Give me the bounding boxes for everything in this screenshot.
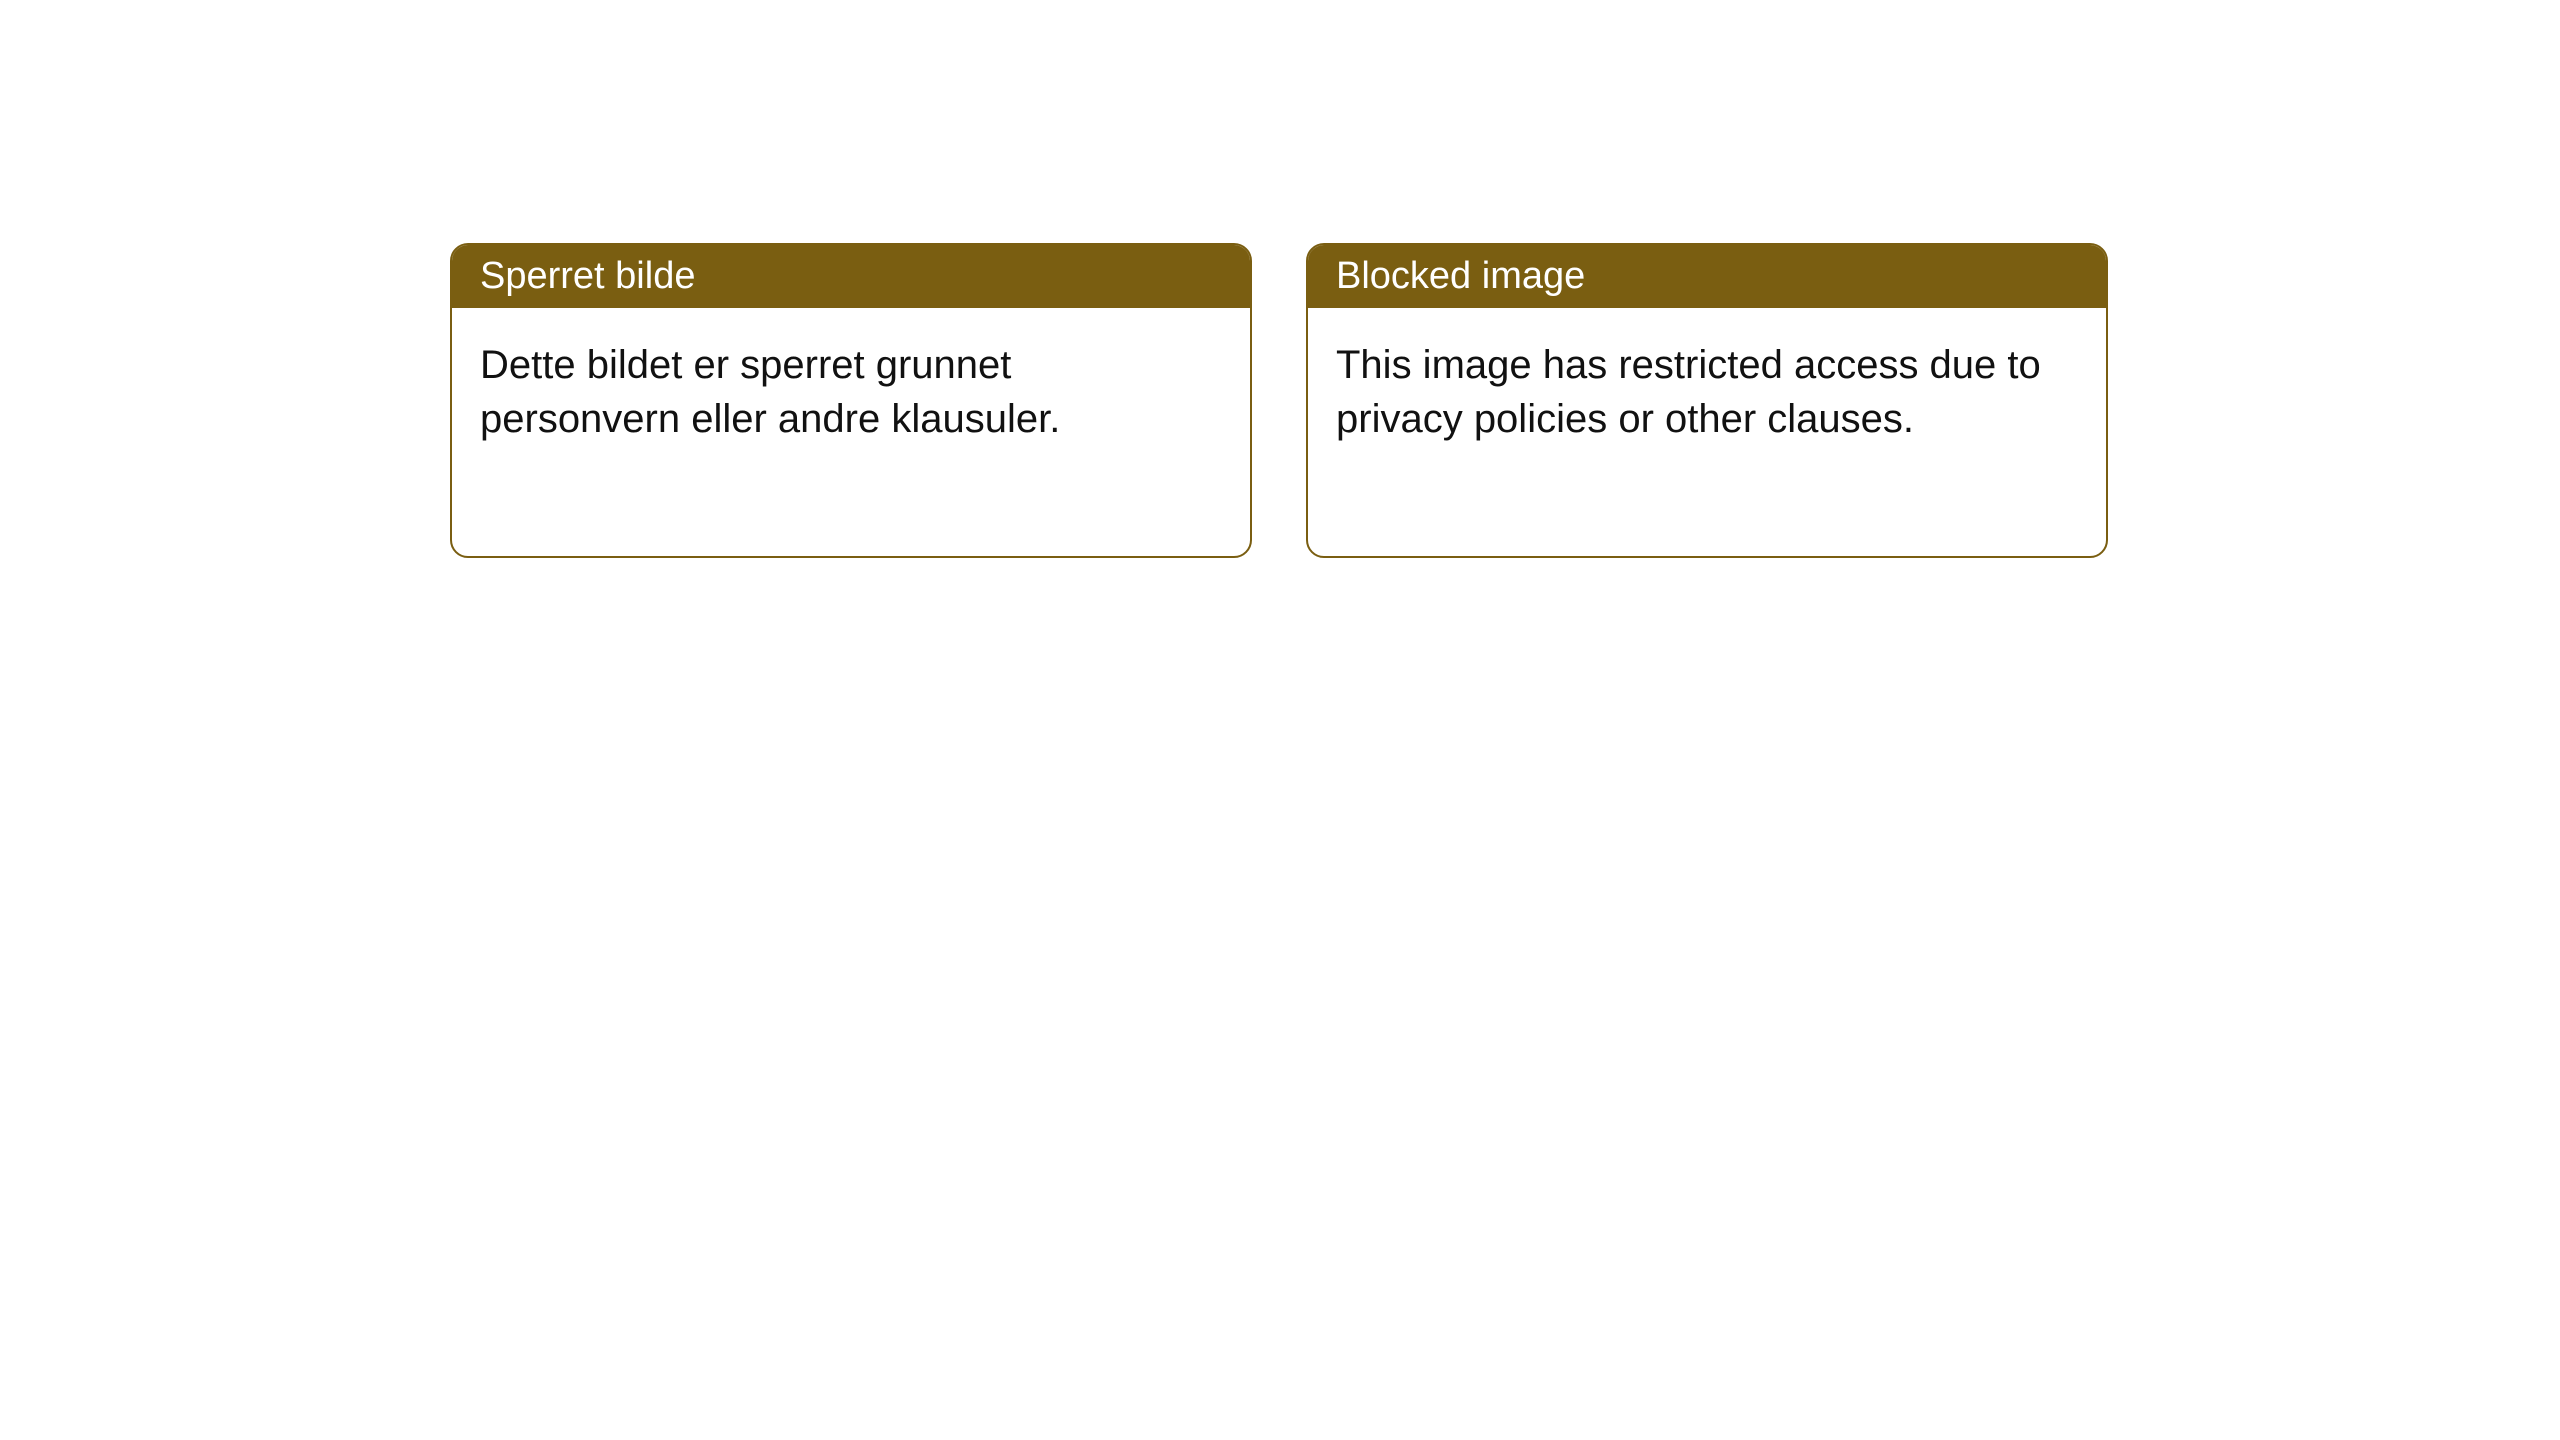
notice-container: Sperret bilde Dette bildet er sperret gr…	[450, 243, 2108, 558]
notice-body-norwegian: Dette bildet er sperret grunnet personve…	[452, 308, 1250, 556]
notice-title: Blocked image	[1336, 255, 1585, 297]
notice-title: Sperret bilde	[480, 255, 695, 297]
notice-body-english: This image has restricted access due to …	[1308, 308, 2106, 556]
notice-box-english: Blocked image This image has restricted …	[1306, 243, 2108, 558]
notice-message: Dette bildet er sperret grunnet personve…	[480, 343, 1060, 441]
notice-message: This image has restricted access due to …	[1336, 343, 2041, 441]
notice-header-english: Blocked image	[1308, 245, 2106, 308]
notice-header-norwegian: Sperret bilde	[452, 245, 1250, 308]
notice-box-norwegian: Sperret bilde Dette bildet er sperret gr…	[450, 243, 1252, 558]
